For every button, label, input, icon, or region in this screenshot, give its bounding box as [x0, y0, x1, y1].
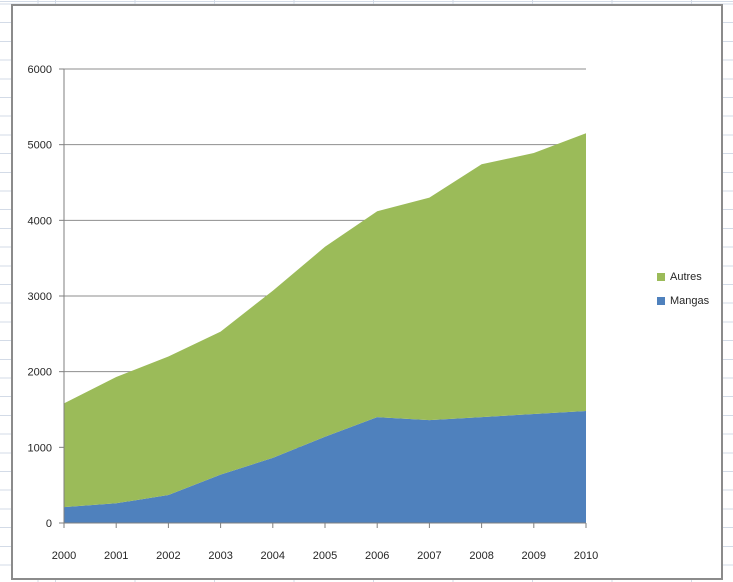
y-axis-tick-label: 5000	[28, 140, 52, 152]
y-axis-tick-label: 0	[46, 518, 52, 530]
x-axis-tick-label: 2002	[156, 550, 180, 562]
legend-swatch-mangas	[657, 296, 665, 305]
x-axis-tick-label: 2009	[522, 550, 546, 562]
legend-label-mangas: Mangas	[670, 294, 710, 307]
x-axis-tick-label: 2003	[208, 550, 232, 562]
legend-swatch-autres	[657, 272, 665, 281]
chart-legend: Autres Mangas	[657, 269, 709, 317]
x-axis-tick-label: 2006	[365, 550, 389, 562]
x-axis-tick-label: 2010	[574, 550, 598, 562]
chart-object[interactable]: 0 1000 2000 3000 4000 5000 6000 2000 2001 2002 200…	[11, 4, 723, 580]
x-axis-tick-label: 2004	[261, 550, 285, 562]
x-axis-tick-label: 2008	[469, 550, 493, 562]
y-axis-tick-label: 3000	[28, 291, 52, 303]
stacked-area-chart: 0 1000 2000 3000 4000 5000 6000 2000 2001 2002 200…	[28, 64, 599, 562]
legend-item-autres[interactable]: Autres	[657, 269, 709, 284]
series-area-autres[interactable]	[64, 133, 586, 508]
x-axis-tick-label: 2000	[52, 550, 76, 562]
y-axis-tick-label: 2000	[28, 367, 52, 379]
x-axis-tick-label: 2001	[104, 550, 128, 562]
legend-label-autres: Autres	[670, 270, 702, 283]
legend-item-mangas[interactable]: Mangas	[657, 293, 709, 308]
y-axis-tick-label: 6000	[28, 64, 52, 76]
y-axis-tick-label: 4000	[28, 215, 52, 227]
x-axis-tick-label: 2007	[417, 550, 441, 562]
x-axis-tick-label: 2005	[313, 550, 337, 562]
y-axis-tick-label: 1000	[28, 442, 52, 454]
series-area-mangas[interactable]	[64, 411, 586, 523]
